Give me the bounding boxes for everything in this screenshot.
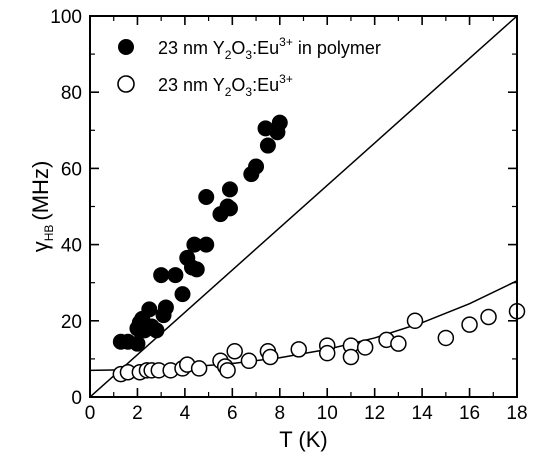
x-tick-label: 4 [180, 403, 191, 424]
data-point-open [437, 329, 455, 347]
legend: 23 nm Y2O3:Eu3+ in polymer 23 nm Y2O3:Eu… [117, 35, 381, 99]
y-axis-unit: (MHz) [28, 161, 53, 221]
data-point-open [318, 344, 336, 362]
y-axis-title: γHB (MHz) [28, 161, 56, 253]
data-point-filled [141, 301, 158, 318]
data-point-filled [188, 261, 205, 278]
data-point-open [356, 339, 374, 356]
data-point-filled [271, 114, 288, 131]
data-point-open [480, 308, 497, 326]
data-point-filled [174, 286, 191, 303]
data-points [112, 114, 526, 383]
data-point-filled [157, 299, 174, 316]
data-point-open [461, 316, 478, 333]
y-axis-symbol: γ [28, 241, 53, 252]
legend-label-polymer: 23 nm Y2O3:Eu3+ in polymer [158, 35, 381, 62]
y-tick-label: 80 [61, 83, 82, 104]
data-point-filled [167, 267, 184, 284]
y-tick-label: 0 [71, 388, 82, 409]
data-point-open [190, 360, 208, 377]
x-tick-label: 8 [274, 403, 285, 424]
data-point-filled [198, 236, 215, 253]
y-tick-label: 40 [61, 236, 82, 257]
x-tick-label: 10 [317, 403, 338, 424]
data-point-filled [129, 335, 146, 352]
x-tick-label: 16 [459, 403, 480, 424]
data-point-filled [221, 181, 238, 198]
y-tick-label: 100 [50, 7, 82, 28]
data-point-open [240, 352, 258, 370]
y-tick-label: 60 [61, 159, 82, 180]
data-point-open [390, 335, 407, 352]
data-point-filled [198, 188, 215, 205]
y-tick-label: 20 [61, 312, 82, 333]
legend-marker-open [117, 75, 135, 93]
data-point-open [226, 343, 243, 360]
y-axis-subscript: HB [42, 225, 56, 242]
legend-marker-filled [118, 39, 134, 55]
x-tick-label: 6 [227, 403, 238, 424]
x-tick-label: 14 [412, 403, 434, 424]
x-tick-label: 0 [85, 403, 96, 424]
data-point-filled [153, 267, 170, 284]
data-point-filled [148, 322, 165, 339]
x-tick-label: 18 [506, 403, 527, 424]
data-point-filled [221, 200, 238, 217]
svg-text:γHB(MHz): γHB (MHz) [28, 161, 56, 253]
data-point-open [219, 362, 236, 379]
tick-labels: 0 2 4 6 8 10 12 14 16 18 0 20 40 60 80 100 [50, 7, 527, 424]
legend-label-bare: 23 nm Y2O3:Eu3+ [158, 72, 293, 99]
data-point-filled [248, 158, 265, 175]
data-point-open [262, 348, 279, 366]
x-axis-title: T (K) [279, 427, 327, 452]
plot-frame [89, 15, 518, 398]
data-point-open [290, 341, 308, 358]
x-tick-label: 2 [132, 403, 143, 424]
x-tick-label: 12 [364, 403, 385, 424]
data-point-open [342, 348, 360, 366]
data-point-filled [259, 137, 276, 154]
data-point-open [406, 312, 424, 330]
